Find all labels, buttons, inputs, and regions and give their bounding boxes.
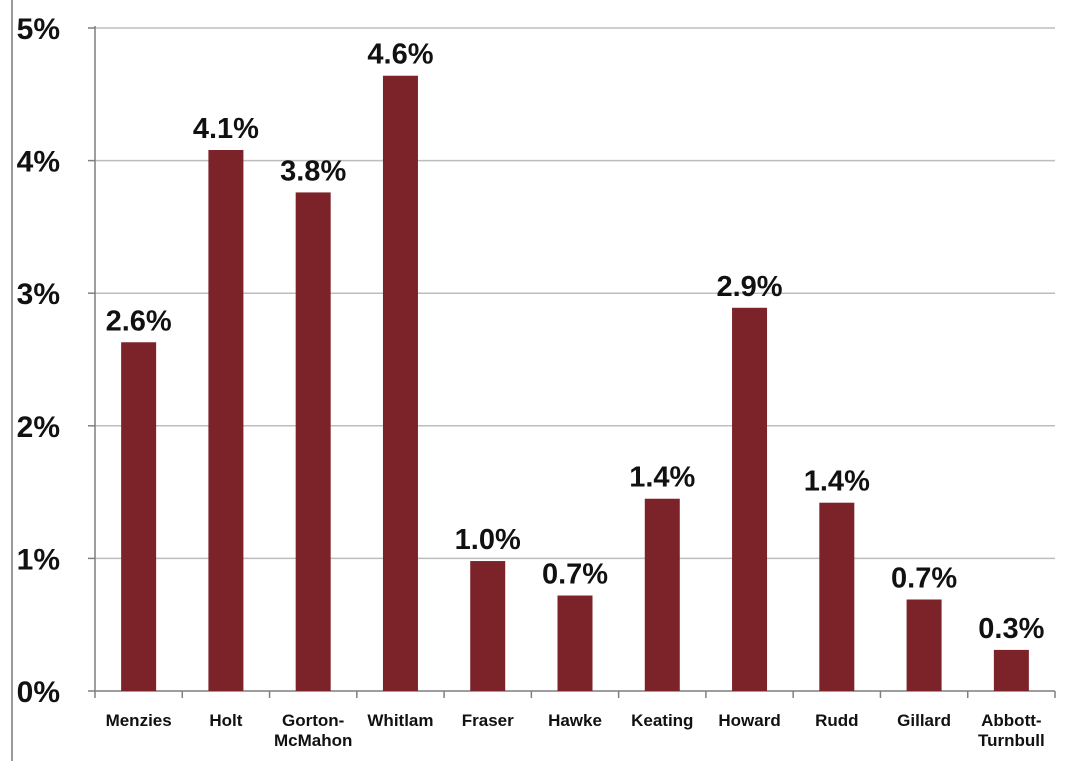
bar xyxy=(295,192,331,691)
category-label: Abbott- xyxy=(981,711,1041,730)
bars xyxy=(121,75,1029,691)
y-tick-label: 4% xyxy=(17,146,60,179)
data-label: 1.4% xyxy=(629,462,695,494)
y-tick-label: 0% xyxy=(17,676,60,709)
bar xyxy=(644,498,680,691)
category-label: Gillard xyxy=(897,711,951,730)
data-label: 4.6% xyxy=(367,39,433,71)
bar xyxy=(732,307,768,691)
bar xyxy=(819,502,855,691)
bar xyxy=(557,595,593,691)
y-tick-label: 2% xyxy=(17,411,60,444)
category-label: Holt xyxy=(209,711,242,730)
category-label: Whitlam xyxy=(367,711,433,730)
category-label: Turnbull xyxy=(978,731,1045,750)
category-label: Menzies xyxy=(106,711,172,730)
gridlines xyxy=(95,27,1055,560)
category-labels: Menzies Holt Gorton-McMahon Whitlam Fraser Ha… xyxy=(106,711,1045,750)
data-label: 0.3% xyxy=(978,613,1044,645)
data-label: 1.4% xyxy=(804,466,870,498)
bar xyxy=(382,75,418,691)
bar xyxy=(208,149,244,691)
data-labels: 2.6% 4.1% 3.8% 4.6% 1.0% 0.7% 1.4% 2.9% 1.4% 0.7%… xyxy=(106,39,1045,645)
data-label: 1.0% xyxy=(455,524,521,556)
bar xyxy=(121,342,157,691)
category-label: Keating xyxy=(631,711,693,730)
data-label: 0.7% xyxy=(891,563,957,595)
y-tick-label: 5% xyxy=(17,13,60,46)
y-tick-label: 1% xyxy=(17,543,60,576)
category-label: Fraser xyxy=(462,711,514,730)
data-label: 0.7% xyxy=(542,559,608,591)
bar xyxy=(993,649,1029,691)
bar xyxy=(906,599,942,691)
data-label: 2.6% xyxy=(106,305,172,337)
y-tick-label: 3% xyxy=(17,278,60,311)
data-label: 2.9% xyxy=(716,271,782,303)
category-label: Gorton- xyxy=(282,711,344,730)
bar xyxy=(470,561,506,691)
data-label: 3.8% xyxy=(280,155,346,187)
y-tick-labels: 0% 1% 2% 3% 4% 5% xyxy=(17,13,60,709)
category-label: McMahon xyxy=(274,731,352,750)
category-label: Rudd xyxy=(815,711,858,730)
data-label: 4.1% xyxy=(193,113,259,145)
category-label: Howard xyxy=(718,711,780,730)
category-label: Hawke xyxy=(548,711,602,730)
